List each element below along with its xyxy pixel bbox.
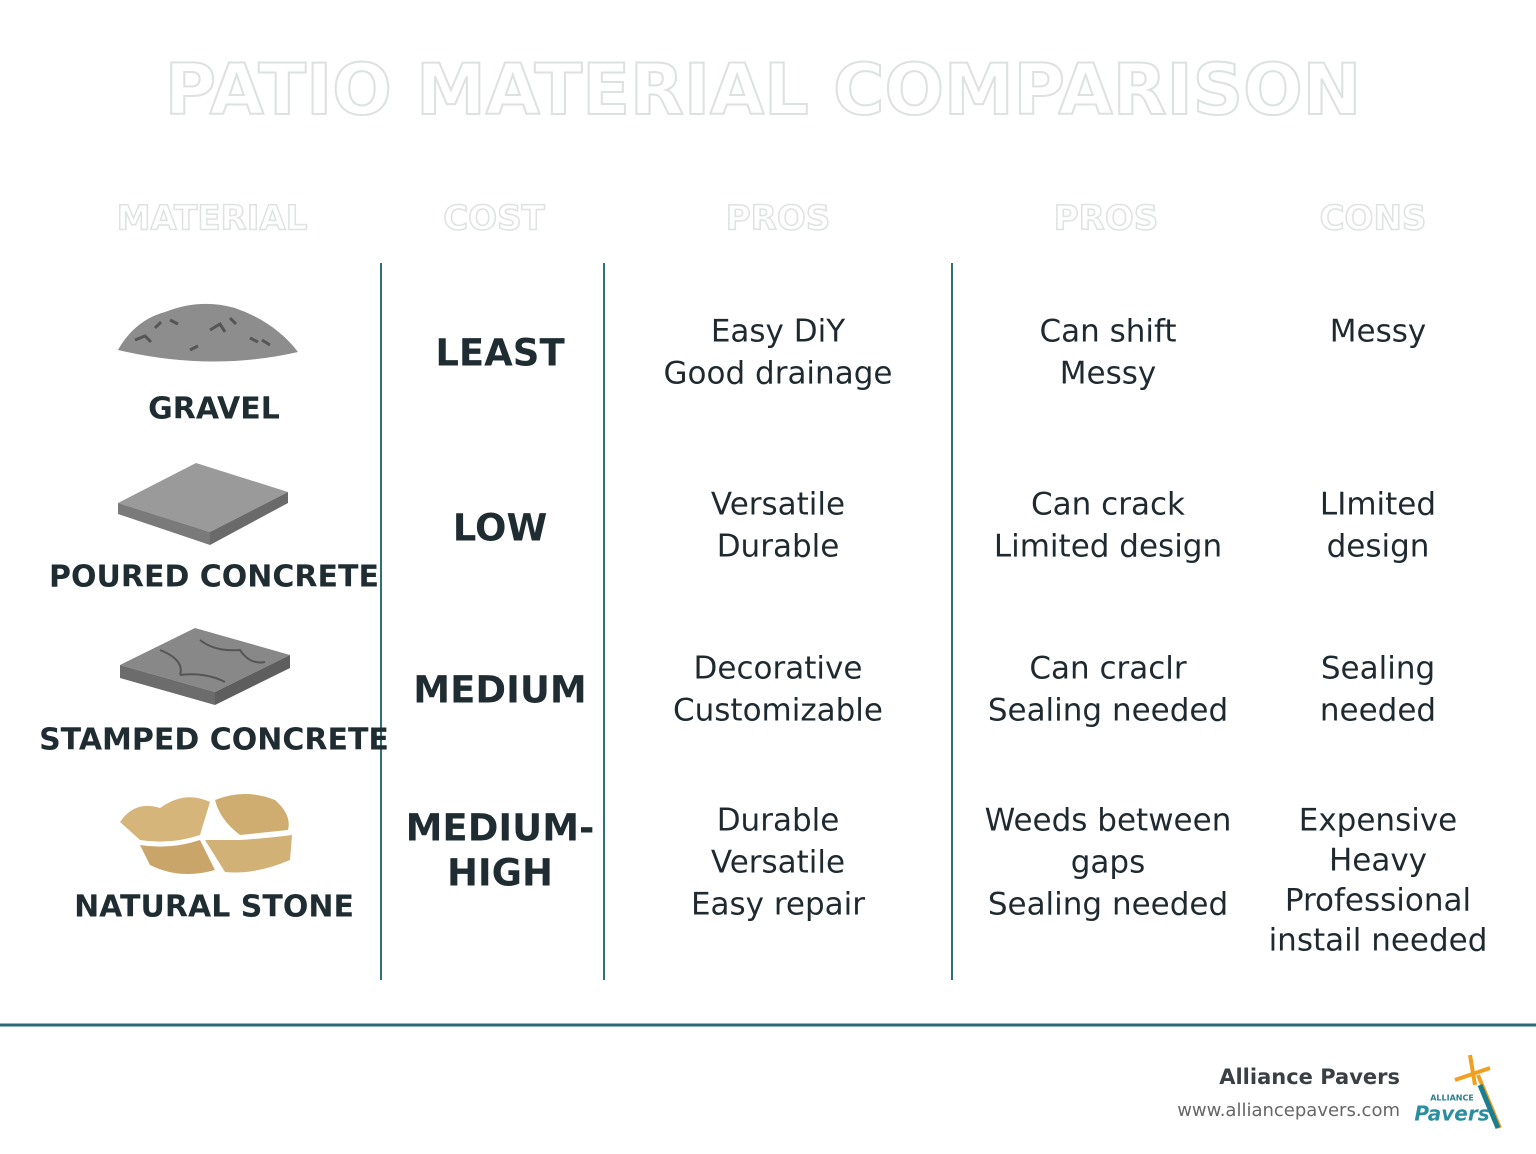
cost-label: MEDIUM	[413, 669, 586, 712]
logo-text: Pavers	[1414, 1102, 1489, 1126]
natural-stone-icon	[120, 794, 292, 874]
column-header: CONS	[1320, 199, 1427, 239]
pros-text: Easy repair	[691, 887, 865, 923]
cons-text: design	[1327, 529, 1430, 565]
cons-text: Expensive	[1299, 803, 1458, 839]
column-header: PROS	[726, 199, 831, 239]
pros-text: Can crack	[1031, 487, 1185, 523]
pros-text: Easy DiY	[711, 314, 845, 350]
pros-text: Decorative	[694, 651, 863, 687]
pros-text: Sealing needed	[988, 887, 1228, 923]
column-header: COST	[443, 199, 545, 239]
footer: Alliance Pavers www.alliancepavers.com A…	[1177, 1054, 1502, 1129]
material-label: NATURAL STONE	[74, 890, 354, 925]
logo-text: ALLIANCE	[1430, 1094, 1474, 1103]
pros-text: Durable	[717, 529, 840, 565]
pros-text: gaps	[1071, 845, 1146, 881]
stamped-concrete-icon	[120, 628, 290, 705]
pros-text: Customizable	[673, 693, 883, 729]
pros-text: Weeds between	[985, 803, 1232, 839]
cons-text: instail needed	[1269, 923, 1488, 959]
cons-text: Professional	[1285, 883, 1471, 919]
cost-label: LEAST	[435, 332, 565, 375]
poured-concrete-icon	[118, 463, 288, 545]
company-name: Alliance Pavers	[1219, 1065, 1400, 1089]
cons-text: needed	[1320, 693, 1436, 729]
pros-text: Can craclr	[1029, 651, 1187, 687]
column-header: PROS	[1054, 199, 1159, 239]
pros-text: Messy	[1060, 356, 1156, 392]
material-label: POURED CONCRETE	[49, 560, 379, 595]
pros-text: Sealing needed	[988, 693, 1228, 729]
company-url: www.alliancepavers.com	[1177, 1100, 1400, 1121]
column-header: MATERIAL	[117, 199, 308, 239]
pros-text: Durable	[717, 803, 840, 839]
cost-label: LOW	[453, 507, 548, 550]
cost-label: MEDIUM-	[406, 807, 595, 850]
material-label: GRAVEL	[148, 392, 280, 427]
material-label: STAMPED CONCRETE	[39, 723, 389, 758]
cost-label: HIGH	[447, 852, 553, 895]
cons-text: Sealing	[1321, 651, 1435, 687]
cons-text: Heavy	[1329, 843, 1427, 879]
cons-text: Messy	[1330, 314, 1426, 350]
pros-text: Versatile	[711, 845, 845, 881]
pros-text: Versatile	[711, 487, 845, 523]
gravel-icon	[118, 303, 298, 362]
title: PATIO MATERIAL COMPARISON	[165, 49, 1361, 131]
pros-text: Limited design	[994, 529, 1222, 565]
pros-text: Can shift	[1039, 314, 1176, 350]
pros-text: Good drainage	[664, 356, 893, 392]
cons-text: LImited	[1320, 487, 1436, 523]
